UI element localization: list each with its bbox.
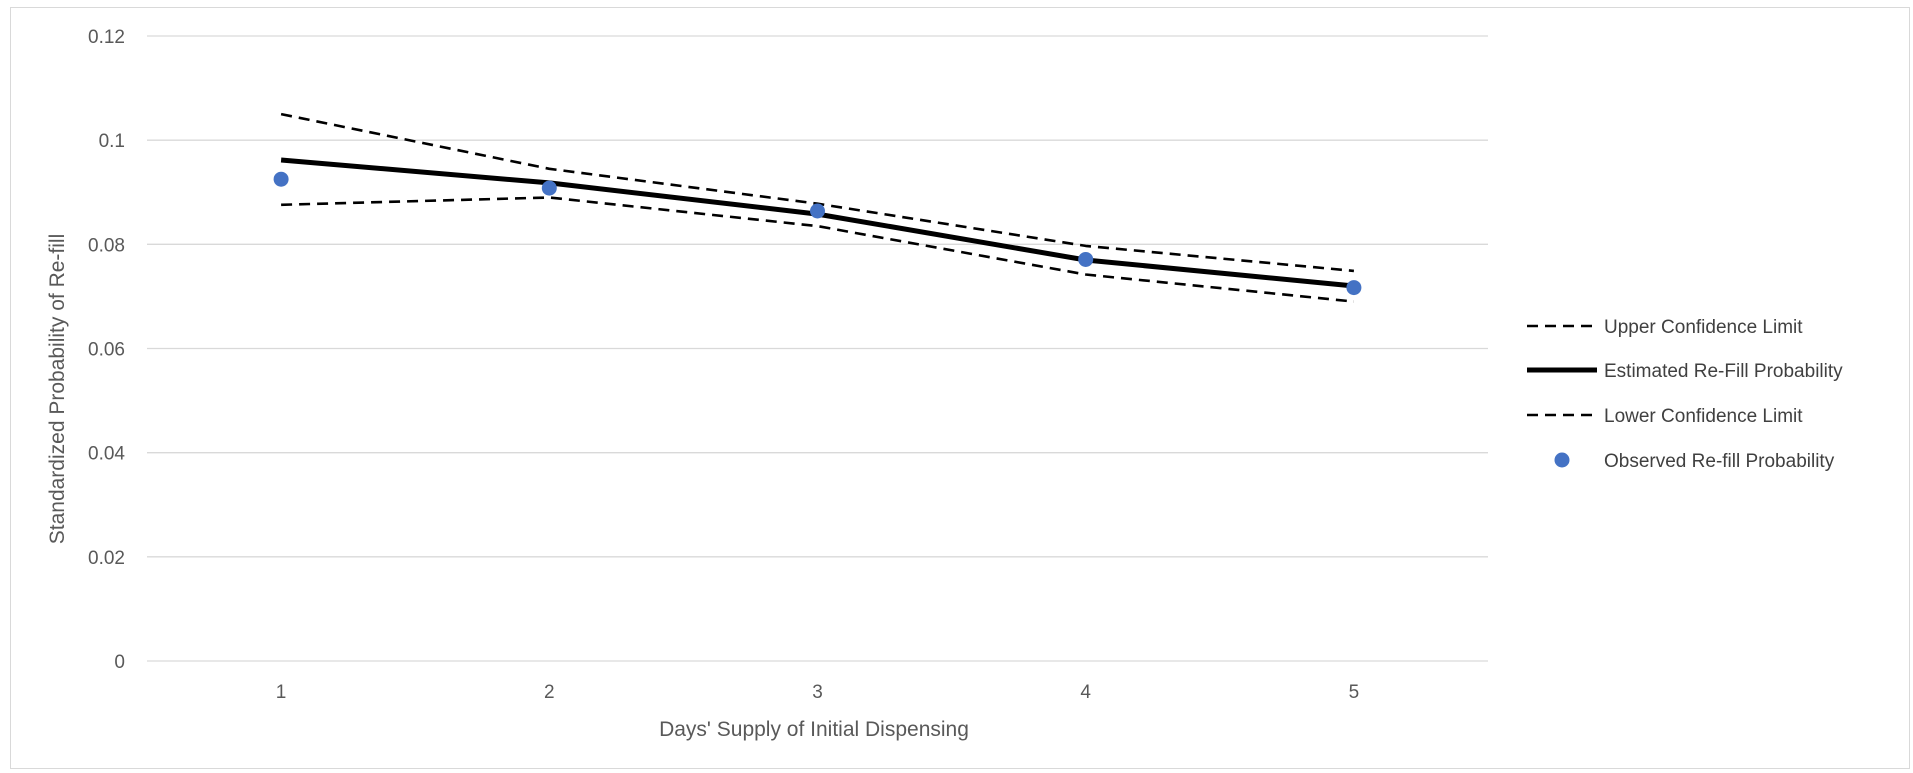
estimate-line [280,157,1355,289]
legend-marker [1554,452,1570,468]
observed-markers [273,171,1362,296]
lower-limit-line [281,196,1355,303]
y-tick-label: 0.06 [88,340,125,361]
upper-limit-line [280,112,1355,273]
observed-point [273,171,289,187]
legend-label: Upper Confidence Limit [1604,317,1803,338]
observed-point [1346,280,1362,296]
x-tick-label: 4 [1080,682,1091,703]
x-tick-label: 1 [276,682,287,703]
y-axis-title: Standardized Probability of Re-fill [46,234,69,545]
y-tick-label: 0.1 [99,131,125,152]
gridlines [147,35,1488,662]
y-tick-labels: 0 0.02 0.04 0.06 0.08 0.1 0.12 [88,27,125,673]
legend: Upper Confidence Limit Estimated Re-Fill … [1527,317,1843,472]
x-tick-labels: 1 2 3 4 5 [276,682,1359,703]
y-tick-label: 0.12 [88,27,125,48]
legend-label: Lower Confidence Limit [1604,406,1803,427]
x-tick-label: 2 [544,682,555,703]
legend-label: Estimated Re-Fill Probability [1604,361,1843,382]
legend-label: Observed Re-fill Probability [1604,451,1835,472]
observed-point [541,180,557,196]
observed-point [810,203,825,219]
x-tick-label: 3 [812,682,823,703]
x-tick-label: 5 [1349,682,1360,703]
y-tick-label: 0.02 [88,548,125,569]
chart-frame [10,7,1910,769]
x-axis-title: Days' Supply of Initial Dispensing [659,718,969,741]
observed-point [1078,251,1094,267]
y-tick-label: 0 [114,652,125,673]
y-tick-label: 0.04 [88,444,125,465]
y-tick-label: 0.08 [88,235,125,256]
